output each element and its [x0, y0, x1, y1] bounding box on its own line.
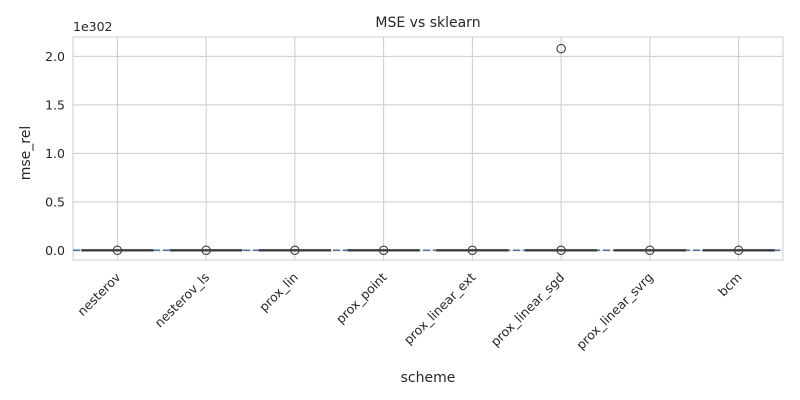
outlier-point: [556, 43, 566, 54]
y-tick-label: 0.0: [45, 243, 65, 258]
y-offset-label: 1e302: [73, 19, 113, 34]
box-prox_linear_ext: [436, 245, 509, 256]
x-axis-label: scheme: [401, 370, 456, 386]
box-prox_lin: [258, 245, 331, 256]
outlier-point: [556, 245, 566, 256]
y-tick-labels: 0.0 0.5 1.0 1.5 2.0: [45, 49, 65, 258]
x-tick-labels: nesterov nesterov_ls prox_lin prox_point pro…: [74, 269, 745, 353]
box-prox_linear_svrg: [613, 245, 686, 256]
box-nesterov_ls: [170, 245, 243, 256]
plot-frame: [72, 36, 784, 261]
grid-lines: [73, 37, 783, 260]
box-bcm: [702, 245, 775, 256]
y-tick-label: 2.0: [45, 49, 65, 64]
y-tick-label: 0.5: [45, 194, 65, 209]
y-axis-label: mse_rel: [18, 126, 34, 181]
box-prox_linear_sgd: [525, 43, 598, 256]
x-tick-label: nesterov_ls: [152, 270, 213, 331]
box-prox_point: [347, 245, 420, 256]
x-tick-label: prox_linear_svrg: [573, 270, 656, 353]
box-layer: [81, 43, 775, 256]
x-tick-label: bcm: [715, 270, 745, 300]
outlier-point: [201, 245, 211, 256]
outlier-point: [733, 245, 744, 256]
outlier-point: [645, 245, 655, 256]
outlier-point: [467, 245, 478, 256]
y-tick-label: 1.0: [45, 146, 65, 161]
outlier-point: [112, 245, 123, 256]
outlier-point: [290, 245, 300, 256]
x-tick-label: prox_linear_ext: [401, 269, 479, 347]
outlier-point: [378, 245, 389, 256]
x-tick-label: nesterov: [74, 269, 124, 319]
x-tick-label: prox_lin: [256, 270, 301, 315]
chart-title: MSE vs sklearn: [375, 15, 480, 31]
x-tick-label: prox_point: [333, 269, 390, 326]
x-tick-label: prox_linear_sgd: [488, 270, 568, 350]
y-tick-label: 1.5: [45, 97, 65, 112]
box-nesterov: [81, 245, 154, 256]
